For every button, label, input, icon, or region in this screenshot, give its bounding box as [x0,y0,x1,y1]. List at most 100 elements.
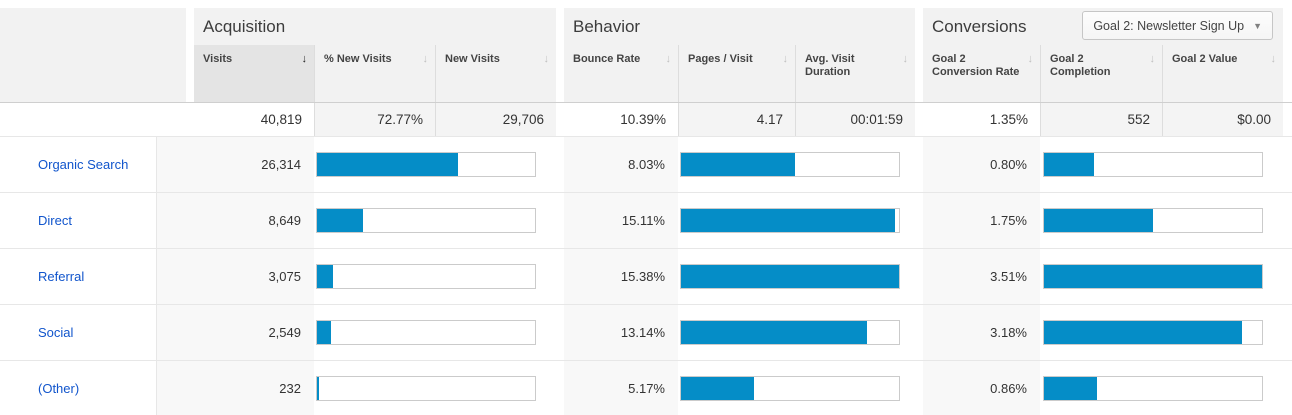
bar-track [680,152,900,177]
goal-conversion-rate-value: 3.18% [923,305,1040,360]
column-header-goal-completion[interactable]: Goal 2 Completion ↓ [1040,45,1162,102]
column-header-bounce-rate-label: Bounce Rate [573,53,641,65]
total-avg-visit-duration: 00:01:59 [795,103,915,136]
goal-conversion-rate-value: 1.75% [923,193,1040,248]
column-header-goal-value[interactable]: Goal 2 Value ↓ [1162,45,1283,102]
channel-cell: Referral [0,249,157,304]
sort-icon[interactable]: ↓ [1027,53,1034,65]
bar-track [1043,320,1263,345]
sort-icon[interactable]: ↓ [1270,53,1277,65]
sort-icon[interactable]: ↓ [902,53,909,65]
goal-conversion-rate-value: 0.86% [923,361,1040,415]
goal-selector-value: Goal 2: Newsletter Sign Up [1093,18,1245,33]
bounce-rate-value: 15.11% [564,193,678,248]
table-row: Referral 3,075 15.38% 3.51% [0,248,1292,304]
visits-value: 2,549 [157,305,314,360]
column-header-visits-label: Visits [203,53,233,65]
visits-value: 232 [157,361,314,415]
totals-row: 40,819 72.77% 29,706 10.39% 4.17 00:01:5… [0,102,1292,136]
bar-track [680,375,900,401]
goal-bar-cell [1040,193,1283,248]
sort-icon[interactable]: ↓ [665,53,672,65]
goal-bar [1044,321,1242,344]
column-header-bounce-rate[interactable]: Bounce Rate ↓ [564,45,678,102]
sort-icon[interactable]: ↓ [1149,53,1156,65]
section-title-row: Acquisition Behavior Conversions Goal 2:… [0,8,1292,45]
bar-track [1043,152,1263,177]
total-bounce-rate: 10.39% [564,103,678,136]
column-header-avg-visit-duration[interactable]: Avg. Visit Duration ↓ [795,45,915,102]
column-header-pages-per-visit-label: Pages / Visit [688,53,753,65]
channel-cell: Organic Search [0,137,157,192]
visits-value: 8,649 [157,193,314,248]
column-header-row: Visits ↓ % New Visits ↓ New Visits ↓ Bou… [0,45,1292,102]
sort-icon[interactable]: ↓ [543,53,550,65]
bounce-bar-cell [678,305,915,360]
channel-cell: Social [0,305,157,360]
bounce-bar-cell [678,193,915,248]
bar-track [680,208,900,233]
bounce-rate-value: 5.17% [564,361,678,415]
column-header-new-visits-label: New Visits [445,53,500,65]
totals-row-label [0,103,186,136]
column-header-visits[interactable]: Visits ↓ [194,45,314,102]
corner-spacer [0,8,186,45]
goal-bar-cell [1040,249,1283,304]
channel-link-referral[interactable]: Referral [38,269,85,284]
column-header-pct-new-visits[interactable]: % New Visits ↓ [314,45,435,102]
visits-bar-cell [314,361,556,415]
goal-bar-cell [1040,361,1283,415]
bounce-rate-value: 15.38% [564,249,678,304]
visits-value: 26,314 [157,137,314,192]
visits-bar [317,321,331,344]
channel-link-direct[interactable]: Direct [38,213,72,228]
section-title-behavior: Behavior [564,8,915,45]
goal-bar-cell [1040,137,1283,192]
column-header-avg-visit-duration-label: Avg. Visit Duration [805,53,855,78]
goal-bar [1044,376,1098,400]
sort-descending-icon[interactable]: ↓ [301,53,308,65]
channel-link-social[interactable]: Social [38,325,74,340]
bounce-bar [681,321,868,344]
table-row: (Other) 232 5.17% 0.86% [0,360,1292,415]
sort-icon[interactable]: ↓ [782,53,789,65]
visits-bar [317,209,364,232]
bar-track [1043,264,1263,289]
channel-cell: Direct [0,193,157,248]
visits-value: 3,075 [157,249,314,304]
visits-bar [317,376,320,400]
bounce-bar [681,153,795,176]
bounce-bar [681,265,899,288]
goal-bar [1044,265,1262,288]
section-title-acquisition: Acquisition [194,8,556,45]
goal-bar [1044,209,1153,232]
bar-track [680,264,900,289]
visits-bar-cell [314,305,556,360]
goal-selector-dropdown[interactable]: Goal 2: Newsletter Sign Up ▼ [1082,11,1273,40]
column-header-pages-per-visit[interactable]: Pages / Visit ↓ [678,45,795,102]
total-new-visits: 29,706 [435,103,556,136]
bar-track [316,152,536,177]
bounce-rate-value: 13.14% [564,305,678,360]
column-header-new-visits[interactable]: New Visits ↓ [435,45,556,102]
channel-link-other[interactable]: (Other) [38,380,80,396]
total-goal-completions: 552 [1040,103,1162,136]
goal-conversion-rate-value: 3.51% [923,249,1040,304]
column-header-goal-completion-label: Goal 2 Completion [1050,53,1111,78]
section-title-conversions-label: Conversions [932,17,1027,36]
column-header-goal-value-label: Goal 2 Value [1172,53,1238,65]
visits-bar [317,153,458,176]
visits-bar [317,265,334,288]
channel-cell: (Other) [0,361,157,415]
sort-icon[interactable]: ↓ [422,53,429,65]
table-row: Social 2,549 13.14% 3.18% [0,304,1292,360]
column-header-goal-conversion-rate-label: Goal 2 Conversion Rate [932,53,1020,78]
section-title-conversions: Conversions Goal 2: Newsletter Sign Up ▼ [923,8,1283,45]
total-visits: 40,819 [194,103,314,136]
column-header-goal-conversion-rate[interactable]: Goal 2 Conversion Rate ↓ [923,45,1040,102]
channel-link-organic-search[interactable]: Organic Search [38,157,129,172]
bar-track [680,320,900,345]
table-row: Direct 8,649 15.11% 1.75% [0,192,1292,248]
bounce-bar-cell [678,249,915,304]
bounce-bar [681,209,896,232]
